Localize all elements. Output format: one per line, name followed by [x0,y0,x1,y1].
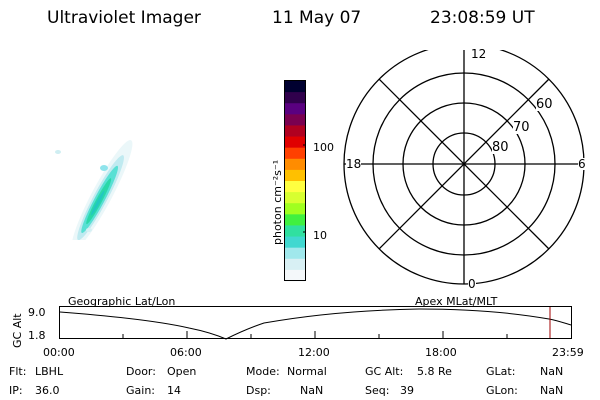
ip-label: IP: [9,384,23,397]
seq-value: 39 [400,384,414,397]
time-tick-0000: 00:00 [43,346,75,359]
gain-value: 14 [167,384,181,397]
flt-value: LBHL [35,365,64,378]
altitude-timeline [59,306,572,340]
glat-value: NaN [540,365,564,378]
colorbar-segment [285,147,305,160]
colorbar-tick-100: 100 [313,141,334,154]
mlt-label-18: 18 [346,157,362,171]
mode-value: Normal [287,365,327,378]
colorbar-segment [285,158,305,171]
auroral-image [55,140,133,240]
date-label: 11 May 07 [272,8,362,28]
door-value: Open [167,365,197,378]
colorbar-segment [285,258,305,271]
door-label: Door: [126,365,156,378]
colorbar-segment [285,125,305,138]
lat-label-70: 70 [513,120,530,135]
gc-alt-axis-label: GC Alt [11,313,24,348]
gc-alt-min: 1.8 [28,329,46,342]
geographic-label: Geographic Lat/Lon [68,295,176,308]
gc-alt-status-label: GC Alt: [365,365,404,378]
mode-label: Mode: [246,365,280,378]
apex-label: Apex MLat/MLT [415,295,498,308]
colorbar-segment [285,81,305,93]
mlt-label-12: 12 [471,47,487,61]
colorbar-segment [285,114,305,126]
dsp-value: NaN [300,384,324,397]
lat-label-60: 60 [536,97,553,112]
time-tick-1800: 18:00 [425,346,457,359]
colorbar [284,80,306,282]
glon-label: GLon: [486,384,518,397]
glat-label: GLat: [486,365,516,378]
instrument-title: Ultraviolet Imager [47,8,201,28]
colorbar-segment [285,225,305,238]
mlt-label-6: 6 [578,157,586,171]
mlt-label-0: 0 [468,277,476,291]
seq-label: Seq: [365,384,390,397]
colorbar-segment [285,103,305,115]
time-tick-0600: 06:00 [170,346,202,359]
colorbar-segment [285,136,305,149]
colorbar-segment [285,236,305,249]
colorbar-segment [285,181,305,193]
time-tick-1200: 12:00 [298,346,330,359]
dsp-label: Dsp: [246,384,271,397]
colorbar-segment [285,203,305,215]
colorbar-segment [285,192,305,204]
colorbar-segment [285,169,305,182]
gc-alt-max: 9.0 [28,306,46,319]
polar-plot [343,50,585,285]
gain-label: Gain: [126,384,155,397]
colorbar-segment [285,214,305,226]
glon-value: NaN [540,384,564,397]
ip-value: 36.0 [35,384,60,397]
colorbar-tick-10: 10 [313,229,327,242]
colorbar-unit-label: photon cm⁻²s⁻¹ [271,159,284,245]
lat-label-80: 80 [492,140,509,155]
colorbar-segment [285,92,305,104]
flt-label: Flt: [9,365,27,378]
colorbar-segment [285,269,305,282]
gc-alt-status-value: 5.8 Re [417,365,452,378]
time-tick-2359: 23:59 [552,346,584,359]
colorbar-segment [285,247,305,260]
time-label: 23:08:59 UT [430,8,535,28]
